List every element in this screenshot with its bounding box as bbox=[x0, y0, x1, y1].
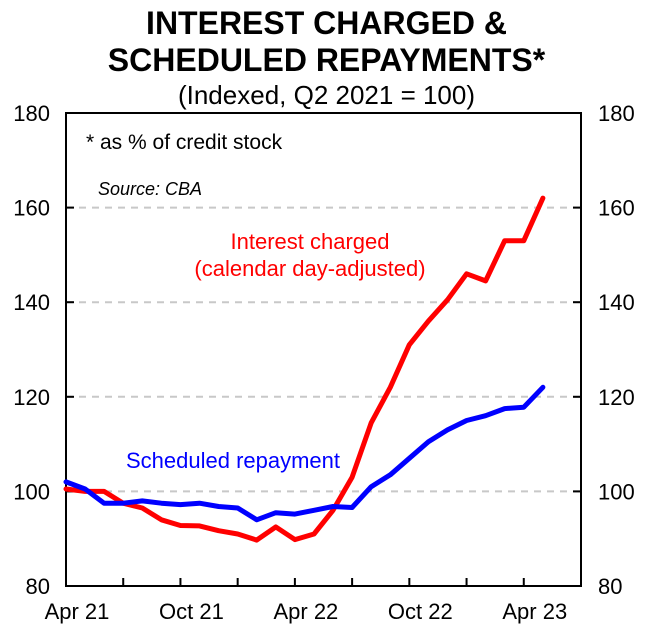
series-label-interest-charged: Interest charged bbox=[231, 229, 390, 254]
x-tick-label: Apr 23 bbox=[502, 599, 567, 624]
y-tick-label-left: 80 bbox=[26, 574, 50, 599]
y-tick-label-left: 120 bbox=[13, 385, 50, 410]
y-tick-label-right: 80 bbox=[598, 574, 622, 599]
x-tick-label: Oct 22 bbox=[388, 599, 453, 624]
source-note: Source: CBA bbox=[98, 179, 202, 199]
x-tick-label: Apr 22 bbox=[273, 599, 338, 624]
y-tick-label-left: 100 bbox=[13, 479, 50, 504]
series-line-interest-charged bbox=[63, 195, 546, 543]
series-line-scheduled-repayment bbox=[63, 384, 546, 523]
y-tick-label-right: 180 bbox=[598, 101, 635, 126]
series-label-scheduled-repayment: Scheduled repayment bbox=[126, 448, 340, 473]
y-tick-label-right: 140 bbox=[598, 290, 635, 315]
chart-subtitle: (Indexed, Q2 2021 = 100) bbox=[177, 80, 476, 110]
x-tick-label: Oct 21 bbox=[159, 599, 224, 624]
y-tick-label-left: 160 bbox=[13, 196, 50, 221]
y-tick-label-right: 100 bbox=[598, 479, 635, 504]
x-tick-label: Apr 21 bbox=[45, 599, 110, 624]
y-tick-label-left: 180 bbox=[13, 101, 50, 126]
y-tick-label-right: 160 bbox=[598, 196, 635, 221]
series-label-interest-charged-sub: (calendar day-adjusted) bbox=[194, 256, 425, 281]
footnote-note: * as % of credit stock bbox=[86, 131, 283, 154]
chart-title-line-2: SCHEDULED REPAYMENTS* bbox=[107, 42, 546, 78]
chart-title-line-1: INTEREST CHARGED & bbox=[146, 5, 507, 41]
plot-area-border bbox=[65, 112, 582, 587]
y-tick-label-right: 120 bbox=[598, 385, 635, 410]
y-tick-label-left: 140 bbox=[13, 290, 50, 315]
